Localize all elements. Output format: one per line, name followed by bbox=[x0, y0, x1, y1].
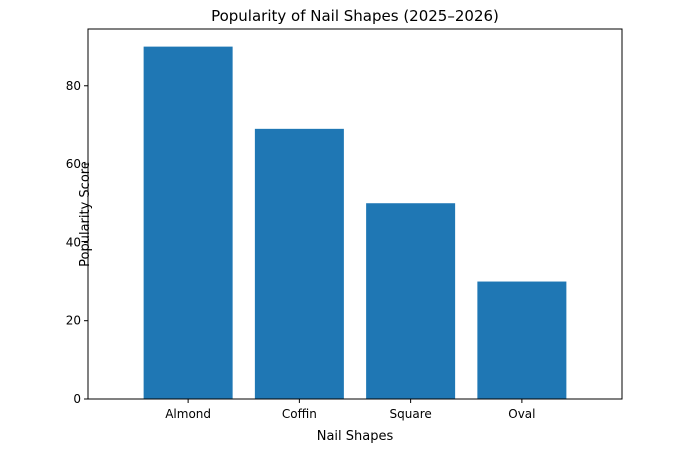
y-tick-label: 80 bbox=[66, 79, 81, 93]
y-tick-label: 40 bbox=[66, 235, 81, 249]
x-axis-label: Nail Shapes bbox=[317, 429, 394, 444]
y-tick-label: 20 bbox=[66, 314, 81, 328]
bar-coffin bbox=[254, 128, 344, 400]
x-tick-label: Coffin bbox=[282, 407, 317, 421]
y-tick-label: 60 bbox=[66, 157, 81, 171]
y-axis-label: Popularity Score bbox=[78, 161, 93, 267]
bar-square bbox=[366, 203, 456, 399]
axes-frame bbox=[87, 28, 623, 400]
x-tick-label: Square bbox=[390, 407, 432, 421]
y-tick-label: 0 bbox=[73, 392, 81, 406]
x-tick-label: Oval bbox=[508, 407, 535, 421]
bar-oval bbox=[477, 281, 567, 399]
chart-title: Popularity of Nail Shapes (2025–2026) bbox=[211, 7, 499, 25]
bar-almond bbox=[143, 46, 233, 399]
x-tick-label: Almond bbox=[165, 407, 211, 421]
